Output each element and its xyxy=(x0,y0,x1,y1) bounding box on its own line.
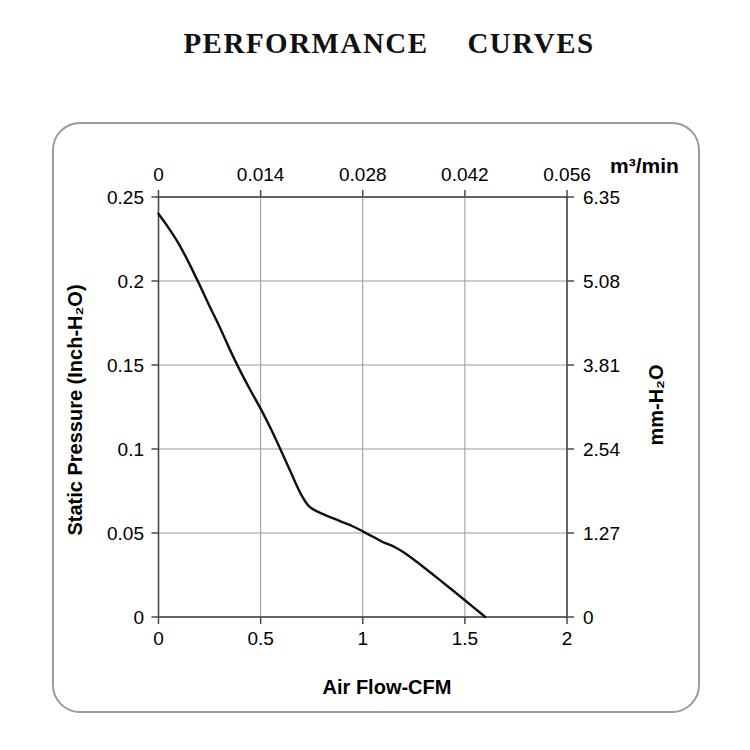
y-axis-left-tick-label: 0.05 xyxy=(107,523,144,544)
y-axis-right-tick-label: 1.27 xyxy=(583,523,620,544)
y-axis-right-tick-label: 5.08 xyxy=(583,271,620,292)
y-axis-left-tick-label: 0.25 xyxy=(107,187,144,208)
y-axis-right-tick-label: 6.35 xyxy=(583,187,620,208)
x-axis-top-tick-label: 0.014 xyxy=(237,164,285,185)
x-axis-top-tick-label: 0.056 xyxy=(543,164,591,185)
x-axis-bottom-tick-label: 0 xyxy=(153,628,164,649)
y-axis-left-tick-label: 0.1 xyxy=(118,439,144,460)
x-axis-bottom-tick-label: 1.5 xyxy=(452,628,478,649)
performance-curve xyxy=(159,214,486,617)
y-axis-left-tick-label: 0.2 xyxy=(118,271,144,292)
y-axis-title-left: Static Pressure (Inch-H₂O) xyxy=(64,284,87,535)
x-axis-bottom-tick-label: 0.5 xyxy=(247,628,273,649)
x-axis-top-tick-label: 0.042 xyxy=(441,164,489,185)
y-axis-left-tick-label: 0.15 xyxy=(107,355,144,376)
performance-curve-plot: 000.0140.50.02810.0421.50.05620.256.350.… xyxy=(0,0,750,750)
x-axis-bottom-tick-label: 1 xyxy=(357,628,368,649)
x-axis-title-bottom: Air Flow-CFM xyxy=(323,676,452,699)
x-axis-top-tick-label: 0 xyxy=(153,164,164,185)
y-axis-right-tick-label: 3.81 xyxy=(583,355,620,376)
y-axis-left-tick-label: 0 xyxy=(133,607,144,628)
y-axis-right-tick-label: 0 xyxy=(583,607,594,628)
y-axis-title-right: mm-H₂O xyxy=(645,364,668,445)
y-axis-right-tick-label: 2.54 xyxy=(583,439,620,460)
x-axis-bottom-tick-label: 2 xyxy=(562,628,573,649)
x-axis-top-tick-label: 0.028 xyxy=(339,164,387,185)
x-axis-title-top: m³/min xyxy=(610,154,679,178)
